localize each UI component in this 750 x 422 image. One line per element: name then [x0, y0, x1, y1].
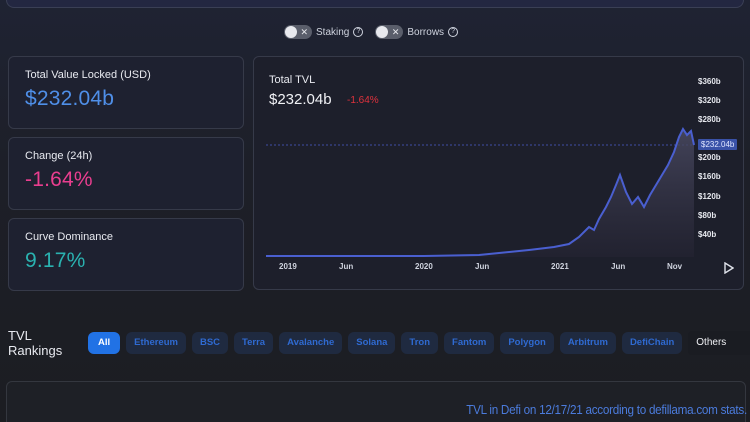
chain-chip-ethereum[interactable]: Ethereum	[126, 332, 186, 354]
staking-label: Staking	[316, 26, 350, 38]
others-dropdown[interactable]: Others ⌄	[688, 331, 750, 355]
chain-chip-fantom[interactable]: Fantom	[444, 332, 495, 354]
stat-label: Total Value Locked (USD)	[25, 69, 151, 81]
chart-title: Total TVL	[269, 74, 316, 86]
chain-chip-defichain[interactable]: DefiChain	[621, 332, 683, 354]
stat-label: Change (24h)	[25, 150, 93, 162]
chain-chip-polygon[interactable]: Polygon	[500, 332, 554, 354]
others-label: Others	[696, 337, 727, 348]
top-panel-edge	[6, 0, 744, 8]
x-tick: Nov	[667, 262, 683, 271]
tvl-chart-card: Total TVL $232.04b -1.64% $360b $320b $2…	[253, 56, 744, 290]
toggle-knob	[285, 26, 297, 38]
x-tick: 2019	[279, 262, 297, 271]
rankings-title: TVL Rankings	[8, 328, 62, 358]
x-tick: Jun	[611, 262, 626, 271]
y-tick: $200b	[698, 153, 721, 162]
borrows-label: Borrows	[407, 26, 445, 38]
dominance-stat-card: Curve Dominance 9.17%	[8, 218, 244, 291]
chain-chip-all[interactable]: All	[88, 332, 121, 354]
y-tick: $360b	[698, 77, 721, 86]
y-tick: $80b	[698, 211, 717, 220]
change-value: -1.64%	[25, 168, 93, 191]
chain-chip-avalanche[interactable]: Avalanche	[279, 332, 343, 354]
close-icon: ✕	[300, 27, 308, 37]
tvl-area-chart[interactable]	[254, 57, 745, 291]
x-tick: Jun	[339, 262, 354, 271]
borrows-toggle-group: ✕ Borrows ?	[375, 25, 459, 39]
tvl-stat-card: Total Value Locked (USD) $232.04b	[8, 56, 244, 129]
y-tick: $120b	[698, 192, 721, 201]
chart-change: -1.64%	[347, 95, 379, 106]
rankings-title-line2: Rankings	[8, 343, 63, 358]
play-icon[interactable]	[724, 262, 734, 274]
y-tick: $160b	[698, 172, 721, 181]
borrows-toggle[interactable]: ✕	[375, 25, 404, 39]
chart-value: $232.04b	[269, 91, 332, 108]
staking-toggle-group: ✕ Staking ?	[284, 25, 364, 39]
x-tick: 2021	[551, 262, 569, 271]
caption: TVL in Defi on 12/17/21 according to def…	[466, 402, 747, 417]
tvl-line	[266, 127, 695, 257]
staking-toggle[interactable]: ✕	[284, 25, 312, 39]
y-tick: $320b	[698, 96, 721, 105]
chart-toggles: ✕ Staking ? ✕ Borrows ?	[284, 25, 459, 39]
dominance-value: 9.17%	[25, 249, 86, 272]
y-tick: $280b	[698, 115, 721, 124]
x-tick: Jun	[475, 262, 490, 271]
rankings-table-card	[6, 381, 746, 422]
question-circle-icon[interactable]: ?	[448, 27, 459, 37]
chain-chip-arbitrum[interactable]: Arbitrum	[559, 332, 616, 354]
question-circle-icon[interactable]: ?	[353, 27, 364, 37]
rankings-title-line1: TVL	[8, 328, 32, 343]
y-tick: $40b	[698, 230, 717, 239]
toggle-knob	[376, 26, 389, 38]
chain-filter-bar: All Ethereum BSC Terra Avalanche Solana …	[88, 331, 750, 355]
chain-chip-solana[interactable]: Solana	[348, 332, 396, 354]
close-icon: ✕	[391, 27, 400, 37]
x-tick: 2020	[415, 262, 433, 271]
current-price-tag: $232.04b	[698, 139, 738, 150]
chain-chip-tron[interactable]: Tron	[401, 332, 439, 354]
stat-label: Curve Dominance	[25, 231, 114, 243]
change-stat-card: Change (24h) -1.64%	[8, 137, 244, 210]
tvl-value: $232.04b	[25, 87, 115, 110]
chain-chip-bsc[interactable]: BSC	[191, 332, 229, 354]
chain-chip-terra[interactable]: Terra	[234, 332, 274, 354]
